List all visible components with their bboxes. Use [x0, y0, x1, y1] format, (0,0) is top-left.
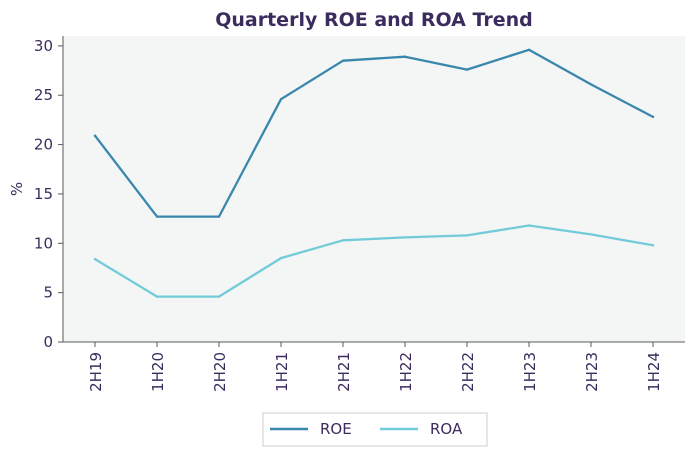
- y-tick-label: 25: [34, 86, 53, 104]
- roe-series: [93, 48, 655, 218]
- roa-point: [93, 257, 97, 261]
- y-tick-label: 0: [43, 333, 53, 351]
- x-axis: 2H19 1H20 2H20 1H21 2H21 1H22 2H22 1H23 2H23 1H24: [63, 341, 685, 392]
- roa-point: [279, 256, 283, 260]
- x-tick-label: 1H22: [397, 352, 415, 392]
- x-tick-label: 2H21: [335, 352, 353, 392]
- x-tick-label: 2H19: [87, 352, 105, 392]
- y-axis-label: %: [8, 182, 26, 196]
- y-axis: 0 5 10 15 20 25 30: [34, 36, 64, 351]
- series-layer: [93, 48, 655, 298]
- roe-point: [279, 98, 283, 101]
- legend-label-roe: ROE: [320, 420, 352, 438]
- roa-line: [93, 224, 655, 298]
- roe-point: [403, 55, 407, 58]
- roa-point: [217, 295, 221, 298]
- roe-point: [651, 115, 655, 119]
- chart-title: Quarterly ROE and ROA Trend: [215, 9, 533, 31]
- roe-point: [527, 48, 531, 51]
- roe-line: [93, 48, 655, 218]
- roa-point: [341, 239, 345, 242]
- x-tick-label: 2H20: [211, 352, 229, 392]
- roa-point: [465, 234, 469, 237]
- x-tick-label: 1H21: [273, 352, 291, 392]
- roe-point: [589, 83, 593, 86]
- roa-point: [651, 244, 655, 247]
- roa-point: [403, 236, 407, 239]
- roe-point: [465, 68, 469, 71]
- y-tick-label: 5: [43, 284, 53, 302]
- legend-label-roa: ROA: [430, 420, 463, 438]
- plot-area: [63, 36, 685, 342]
- roa-point: [527, 224, 531, 227]
- roe-point: [155, 215, 159, 218]
- y-tick-label: 30: [34, 37, 53, 55]
- y-tick-label: 15: [34, 185, 53, 203]
- x-tick-label: 1H24: [645, 352, 663, 392]
- roe-point: [93, 134, 97, 137]
- roa-point: [589, 233, 593, 236]
- roa-point: [155, 295, 159, 298]
- x-tick-label: 2H23: [583, 352, 601, 392]
- x-tick-label: 1H23: [521, 352, 539, 392]
- roa-series: [93, 224, 655, 298]
- legend-item-roe: ROE: [270, 420, 352, 438]
- legend-item-roa: ROA: [380, 420, 463, 438]
- y-tick-label: 10: [34, 234, 53, 252]
- y-tick-label: 20: [34, 136, 53, 154]
- x-tick-label: 1H20: [149, 352, 167, 392]
- legend: ROE ROA: [262, 412, 488, 447]
- x-tick-label: 2H22: [459, 352, 477, 392]
- roe-point: [217, 215, 221, 218]
- roe-point: [341, 59, 345, 62]
